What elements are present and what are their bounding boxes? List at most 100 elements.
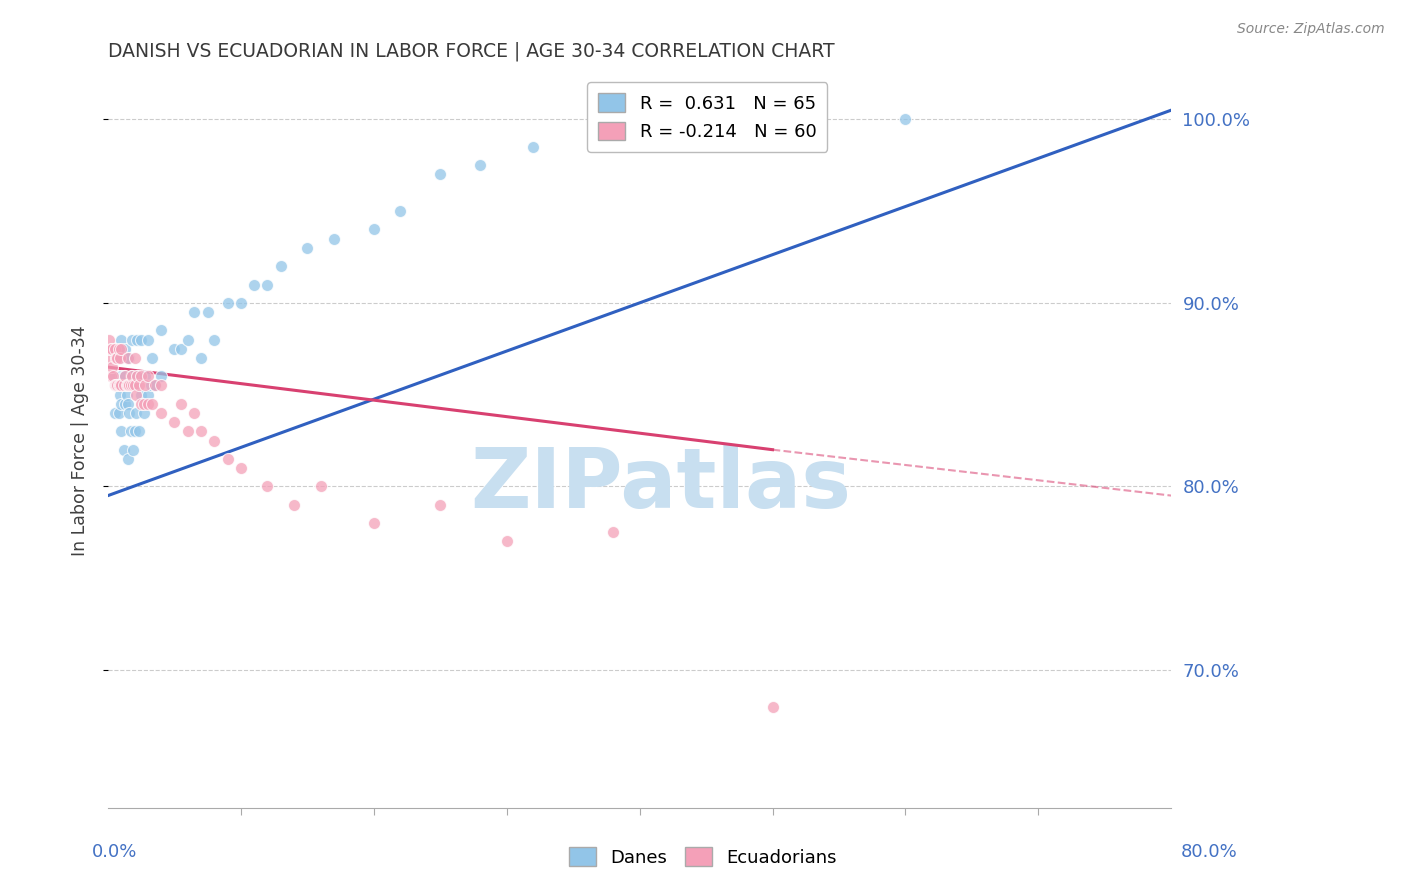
Point xyxy=(129,369,152,384)
Point xyxy=(297,241,319,255)
Point xyxy=(120,425,142,439)
Point xyxy=(229,461,252,475)
Point xyxy=(124,351,146,365)
Point xyxy=(104,351,127,365)
Point xyxy=(110,425,132,439)
Point xyxy=(177,333,200,347)
Point xyxy=(134,369,156,384)
Point xyxy=(127,369,149,384)
Point xyxy=(256,479,278,493)
Point xyxy=(202,333,225,347)
Point xyxy=(190,351,212,365)
Point xyxy=(112,378,135,392)
Point xyxy=(108,387,131,401)
Point xyxy=(136,387,159,401)
Point xyxy=(136,369,159,384)
Point xyxy=(170,342,193,356)
Point xyxy=(141,397,163,411)
Point xyxy=(101,360,124,375)
Point xyxy=(283,498,305,512)
Point xyxy=(163,415,186,429)
Point xyxy=(104,369,127,384)
Point xyxy=(121,369,143,384)
Text: ZIPatlas: ZIPatlas xyxy=(471,444,852,525)
Point xyxy=(117,351,139,365)
Point xyxy=(270,259,292,273)
Point xyxy=(150,378,173,392)
Point xyxy=(115,378,138,392)
Point xyxy=(363,222,385,236)
Point xyxy=(190,425,212,439)
Point xyxy=(107,351,129,365)
Point xyxy=(124,425,146,439)
Point xyxy=(495,534,517,549)
Point xyxy=(243,277,266,292)
Point xyxy=(150,369,173,384)
Point xyxy=(108,378,131,392)
Point xyxy=(124,378,146,392)
Point xyxy=(136,333,159,347)
Point xyxy=(389,204,412,219)
Point xyxy=(125,387,148,401)
Point xyxy=(115,387,138,401)
Point xyxy=(468,158,491,172)
Point xyxy=(98,342,121,356)
Text: 80.0%: 80.0% xyxy=(1181,843,1237,861)
Point xyxy=(117,351,139,365)
Point xyxy=(132,406,155,420)
Point xyxy=(122,442,145,457)
Point xyxy=(183,305,205,319)
Point xyxy=(117,451,139,466)
Point xyxy=(323,232,346,246)
Point xyxy=(128,425,150,439)
Point xyxy=(110,378,132,392)
Legend: Danes, Ecuadorians: Danes, Ecuadorians xyxy=(561,840,845,874)
Point xyxy=(363,516,385,530)
Point xyxy=(107,342,129,356)
Point xyxy=(125,406,148,420)
Point xyxy=(894,112,917,127)
Point xyxy=(602,112,624,127)
Point xyxy=(143,378,166,392)
Point xyxy=(112,369,135,384)
Point xyxy=(120,369,142,384)
Point xyxy=(522,140,544,154)
Point xyxy=(107,406,129,420)
Point xyxy=(183,406,205,420)
Text: Source: ZipAtlas.com: Source: ZipAtlas.com xyxy=(1237,22,1385,37)
Point xyxy=(129,333,152,347)
Point xyxy=(110,342,132,356)
Point xyxy=(100,369,122,384)
Point xyxy=(163,342,186,356)
Point xyxy=(117,397,139,411)
Point xyxy=(129,397,152,411)
Point xyxy=(104,378,127,392)
Point xyxy=(104,406,127,420)
Point xyxy=(429,167,451,181)
Point xyxy=(127,369,149,384)
Point xyxy=(217,451,239,466)
Point xyxy=(124,378,146,392)
Point xyxy=(107,378,129,392)
Point xyxy=(229,296,252,310)
Point xyxy=(139,378,162,392)
Point xyxy=(202,434,225,448)
Point xyxy=(309,479,332,493)
Point xyxy=(429,498,451,512)
Point xyxy=(112,442,135,457)
Point xyxy=(103,369,125,384)
Point xyxy=(114,397,136,411)
Point xyxy=(118,351,141,365)
Point xyxy=(141,351,163,365)
Point xyxy=(105,378,128,392)
Point xyxy=(98,351,121,365)
Point xyxy=(122,378,145,392)
Point xyxy=(101,342,124,356)
Point xyxy=(105,351,128,365)
Point xyxy=(110,369,132,384)
Point xyxy=(602,525,624,540)
Point xyxy=(170,397,193,411)
Point xyxy=(134,378,156,392)
Point xyxy=(761,112,783,127)
Point xyxy=(114,369,136,384)
